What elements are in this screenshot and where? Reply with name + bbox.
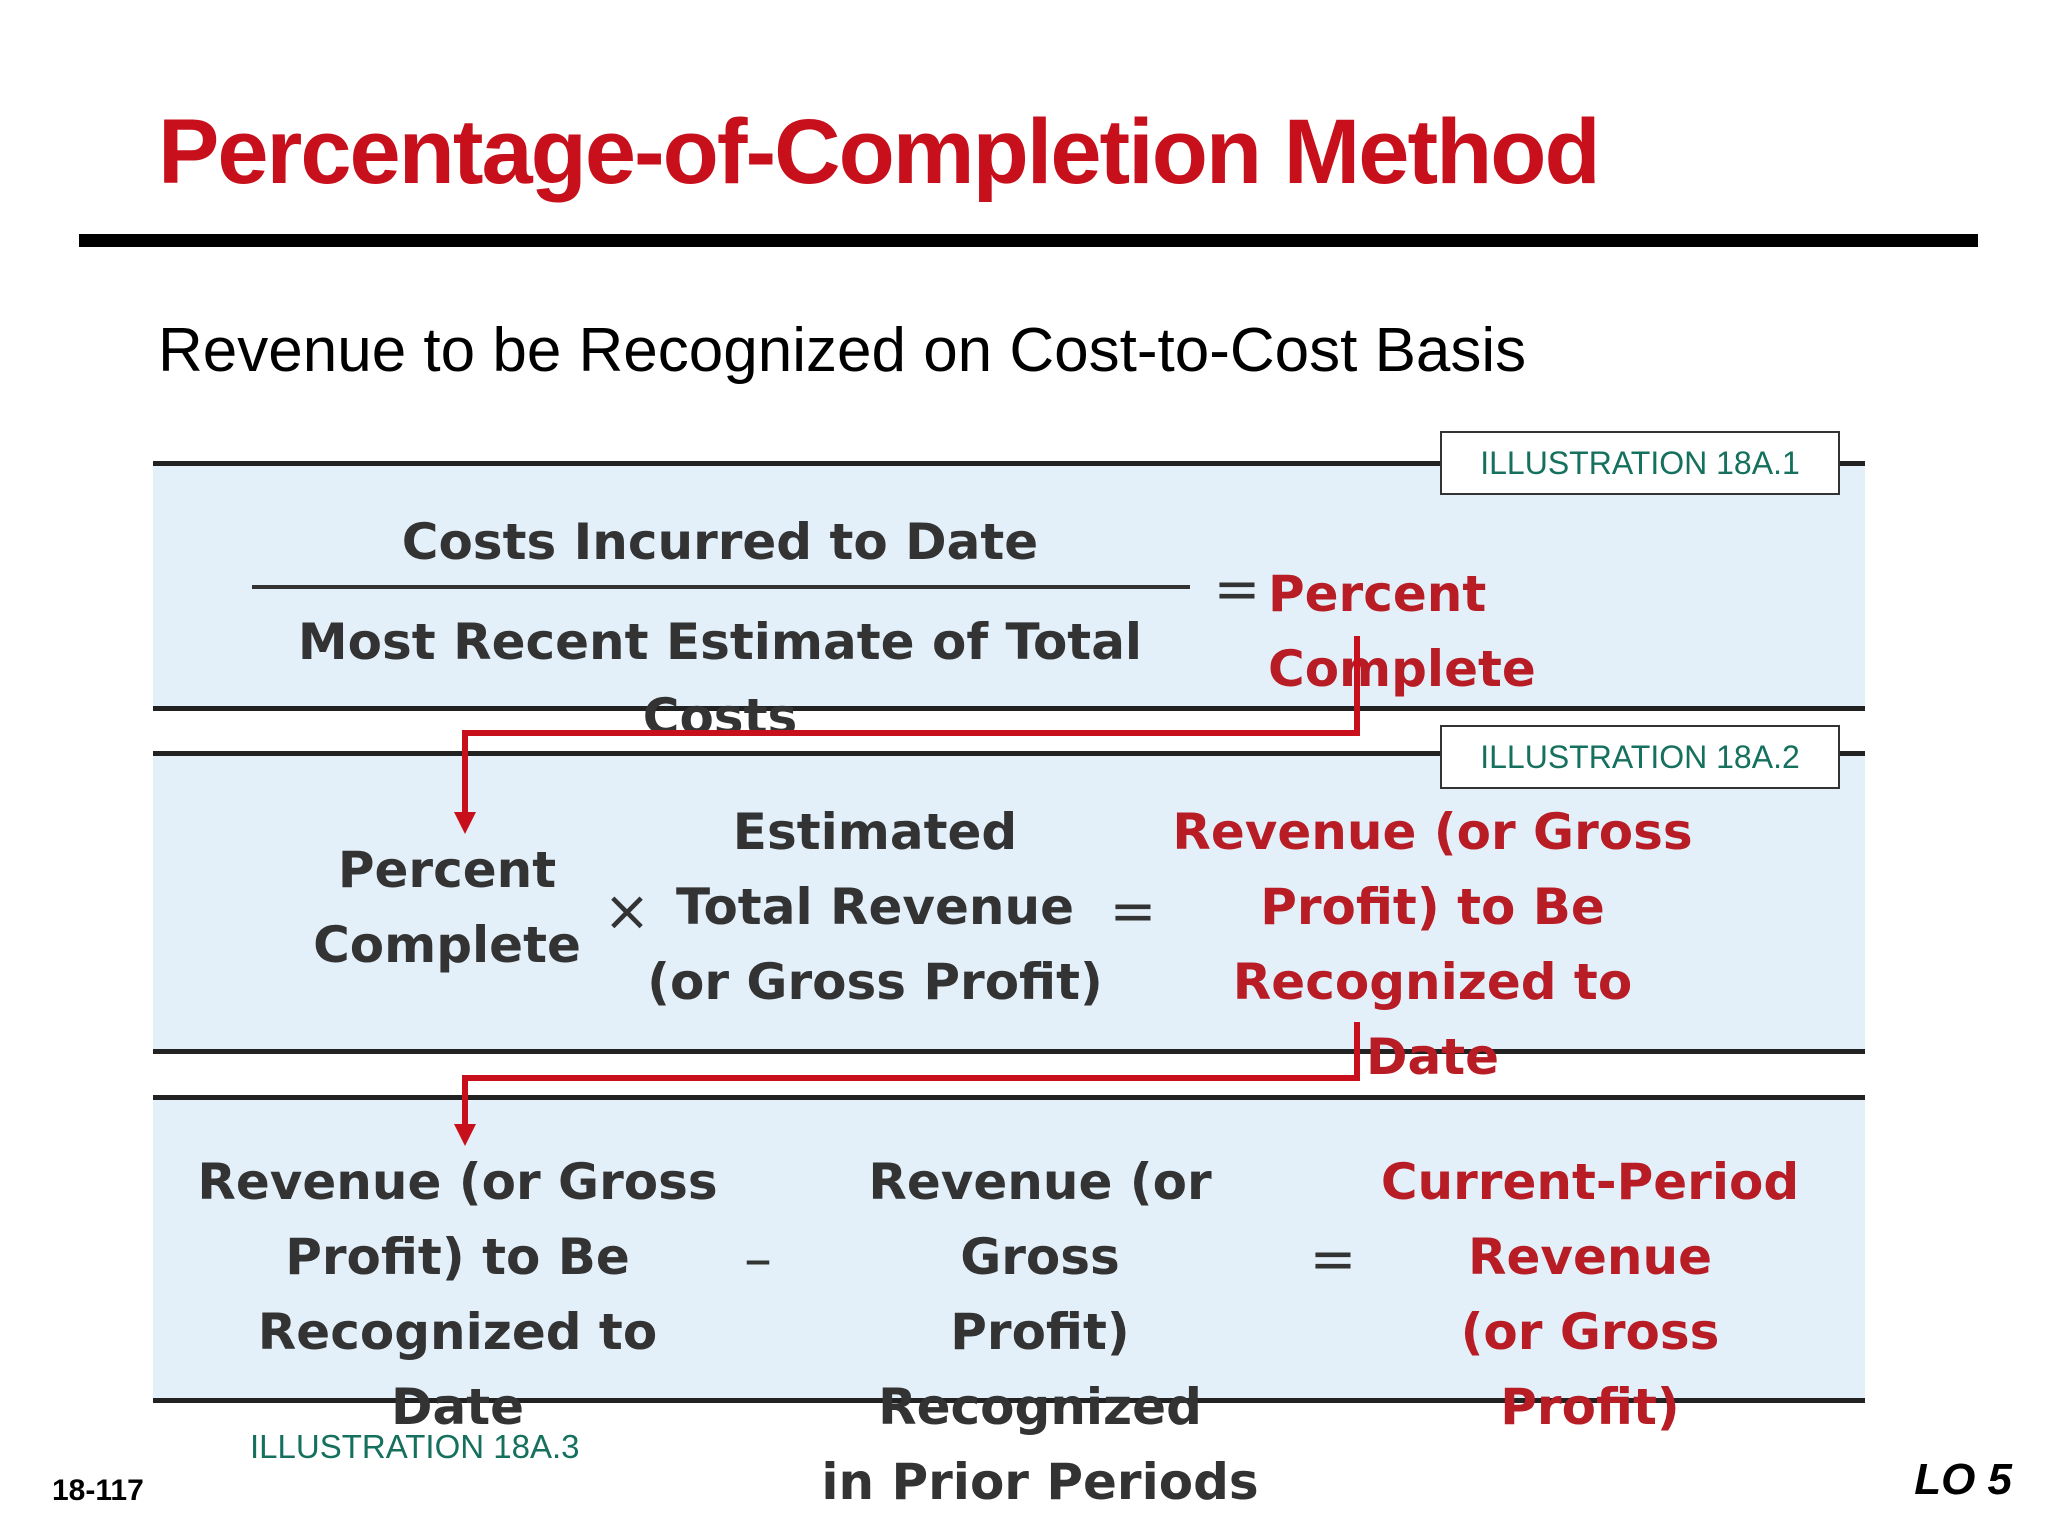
fraction-bar	[252, 585, 1190, 589]
term-estimated-total-revenue: Estimated Total Revenue (or Gross Profit…	[645, 795, 1105, 1020]
term-line: Profit) to Be	[285, 1228, 630, 1286]
illustration-18a3-label: ILLUSTRATION 18A.3	[250, 1428, 580, 1465]
term-revenue-to-date: Revenue (or Gross Profit) to Be Recogniz…	[190, 1145, 725, 1445]
term-percent-complete: Percent Complete	[292, 833, 602, 983]
term-line: (or Gross Profit)	[647, 953, 1103, 1011]
term-line: Estimated	[732, 803, 1018, 861]
denominator-total-costs: Most Recent Estimate of Total Costs	[297, 613, 1143, 746]
illustration-18a1-label: ILLUSTRATION 18A.1	[1440, 431, 1840, 495]
page-number: 18-117	[52, 1474, 144, 1507]
equals-sign: =	[1309, 1227, 1357, 1292]
term-revenue-prior-periods: Revenue (or Gross Profit) Recognized in …	[780, 1145, 1300, 1520]
panel3-top-rule	[153, 1095, 1865, 1100]
slide-subtitle: Revenue to be Recognized on Cost-to-Cost…	[158, 316, 1527, 385]
result-current-period-revenue: Current-Period Revenue (or Gross Profit)	[1370, 1145, 1810, 1445]
term-line: Recognized to Date	[257, 1303, 658, 1436]
panel-illustration-18a3	[153, 1100, 1865, 1400]
numerator-costs-incurred: Costs Incurred to Date	[401, 513, 1039, 571]
panel3-bottom-rule	[153, 1398, 1865, 1403]
result-line: Revenue	[1467, 1228, 1713, 1286]
term-line: in Prior Periods	[821, 1453, 1259, 1511]
result-line: (or Gross Profit)	[1460, 1303, 1720, 1436]
panel2-bottom-rule	[153, 1049, 1865, 1054]
arrow-revenue-to-date-connector	[454, 1022, 1360, 1146]
panel-illustration-18a2	[153, 756, 1865, 1051]
learning-objective: LO 5	[1914, 1455, 2012, 1504]
panel1-bottom-rule	[153, 706, 1865, 711]
result-line: Revenue (or Gross	[1172, 803, 1693, 861]
minus-sign: –	[744, 1227, 772, 1292]
multiply-sign: ×	[603, 879, 651, 944]
equals-sign: =	[1109, 879, 1157, 944]
term-line: Complete	[313, 916, 581, 974]
result-line: Current-Period	[1380, 1153, 1800, 1211]
term-line: Revenue (or Gross	[868, 1153, 1212, 1286]
panel1-top-rule	[153, 461, 1865, 466]
term-line: Percent	[337, 841, 557, 899]
panel2-top-rule	[153, 751, 1865, 756]
term-line: Profit) Recognized	[878, 1303, 1202, 1436]
result-line: Recognized to Date	[1232, 953, 1633, 1086]
illustration-18a2-label: ILLUSTRATION 18A.2	[1440, 725, 1840, 789]
slide-title: Percentage-of-Completion Method	[158, 101, 1601, 203]
arrow-percent-complete-connector	[454, 636, 1360, 834]
result-percent-complete: Percent Complete	[1268, 565, 1536, 698]
result-revenue-to-date: Revenue (or Gross Profit) to Be Recogniz…	[1160, 795, 1705, 1095]
result-line: Profit) to Be	[1260, 878, 1605, 936]
term-line: Revenue (or Gross	[197, 1153, 718, 1211]
term-line: Total Revenue	[675, 878, 1075, 936]
equals-sign: =	[1213, 557, 1261, 622]
title-divider	[79, 234, 1978, 247]
